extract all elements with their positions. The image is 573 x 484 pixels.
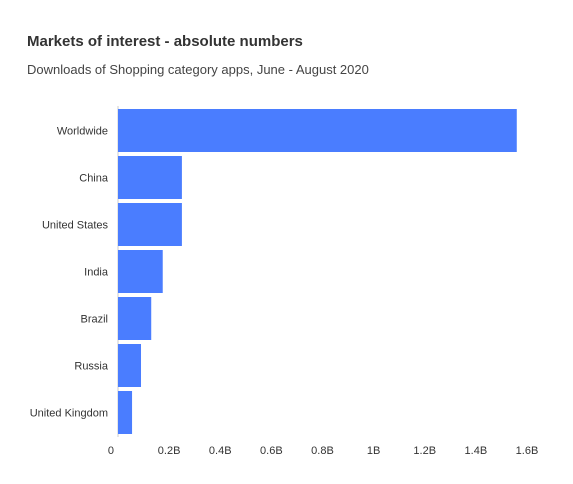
x-tick-label: 0.4B [209,445,232,457]
bar-united-kingdom [118,391,133,434]
x-tick-label: 0.6B [260,445,283,457]
x-tick-label: 0.8B [311,445,334,457]
x-tick-label: 0 [108,445,114,457]
category-label: Worldwide [57,126,108,138]
x-tick-label: 1B [367,445,380,457]
category-label: United Kingdom [30,408,108,420]
category-label: Russia [74,361,109,373]
x-tick-label: 1.6B [516,445,539,457]
x-tick-label: 1.4B [465,445,488,457]
category-label: India [84,267,109,279]
category-label: Brazil [80,314,108,326]
bar-brazil [118,297,152,340]
bar-china [118,156,182,199]
x-tick-label: 1.2B [413,445,436,457]
chart-subtitle: Downloads of Shopping category apps, Jun… [27,62,369,77]
bar-united-states [118,203,182,246]
bar-india [118,250,163,293]
chart-title: Markets of interest - absolute numbers [27,33,303,50]
x-tick-label: 0.2B [158,445,181,457]
bar-russia [118,344,142,387]
category-label: United States [42,220,109,232]
category-label: China [79,173,109,185]
bar-worldwide [118,109,517,152]
